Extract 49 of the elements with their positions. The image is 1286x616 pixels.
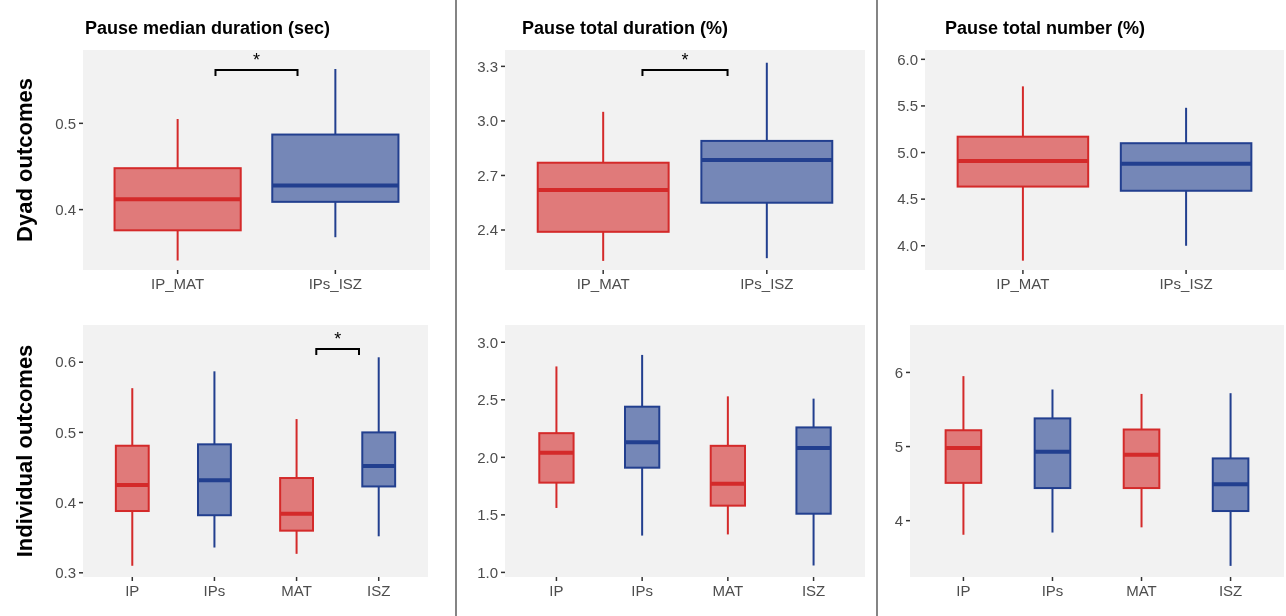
x-tick-label: IP_MAT [151, 275, 205, 292]
y-tick-label: 2.0 [477, 448, 498, 466]
x-tick-label: IPs [203, 582, 226, 599]
x-tick-label: IP [956, 582, 971, 599]
chart-title: Pause median duration (sec) [85, 18, 331, 38]
y-tick-label: 6.0 [897, 50, 918, 68]
y-tick-label: 1.5 [477, 506, 498, 524]
annotation: * [252, 50, 261, 70]
x-tick-label: IP [125, 582, 140, 599]
y-tick-label: 4.0 [897, 237, 918, 255]
y-tick-label: 3.0 [477, 112, 498, 130]
x-tick-label: IPs_ISZ [308, 275, 363, 292]
y-tick-label: 5 [894, 437, 903, 455]
y-tick-label: 2.7 [477, 166, 498, 184]
y-tick-label: 0.5 [55, 114, 76, 132]
y-tick-label: 3.0 [477, 333, 498, 351]
y-tick-label: 4 [894, 511, 903, 529]
x-tick-label: ISZ [1218, 582, 1243, 599]
annotation: * [334, 329, 342, 349]
x-tick-label: MAT [712, 582, 744, 599]
x-tick-label: ISZ [367, 582, 391, 599]
y-tick-label: 0.6 [55, 353, 76, 371]
y-axis-title: Individual outcomes [12, 344, 37, 558]
y-tick-label: 2.4 [477, 221, 498, 239]
chart-title: Pause total duration (%) [522, 18, 729, 38]
y-axis-title: Dyad outcomes [12, 78, 37, 242]
y-tick-label: 0.3 [55, 564, 76, 582]
x-tick-label: IP [549, 582, 564, 599]
y-tick-label: 3.3 [477, 57, 498, 75]
x-tick-label: IPs_ISZ [1159, 275, 1213, 292]
y-tick-label: 6 [894, 363, 903, 381]
y-tick-label: 2.5 [477, 391, 498, 409]
y-tick-label: 0.4 [55, 493, 76, 511]
y-tick-label: 5.0 [897, 143, 918, 161]
y-tick-label: 4.5 [897, 190, 918, 208]
y-tick-label: 1.0 [477, 563, 498, 581]
x-tick-label: IP_MAT [996, 275, 1050, 292]
y-tick-label: 0.4 [55, 200, 76, 218]
x-tick-label: IPs_ISZ [740, 275, 794, 292]
x-tick-label: MAT [281, 582, 312, 599]
y-tick-label: 5.5 [897, 97, 918, 115]
y-tick-label: 0.5 [55, 423, 76, 441]
x-tick-label: IPs [1041, 582, 1064, 599]
chart-title: Pause total number (%) [945, 18, 1146, 38]
x-tick-label: MAT [1126, 582, 1157, 599]
annotation: * [681, 50, 689, 70]
x-tick-label: IP_MAT [576, 275, 630, 292]
x-tick-label: IPs [631, 582, 653, 599]
x-tick-label: ISZ [801, 582, 826, 599]
